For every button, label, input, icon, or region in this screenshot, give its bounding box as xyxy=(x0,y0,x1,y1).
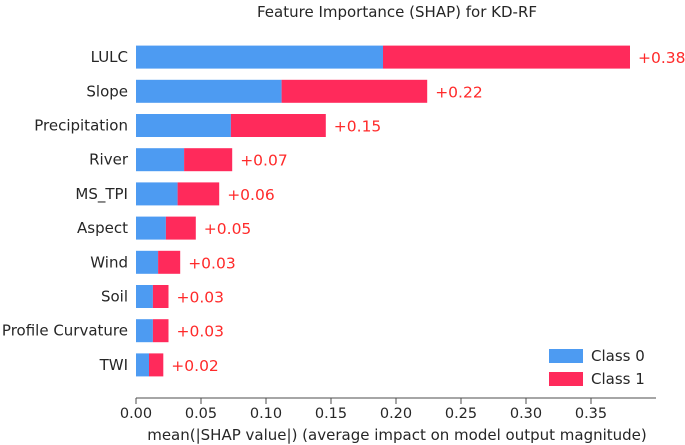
bar-river-class-0 xyxy=(136,148,185,172)
x-tick-label: 0.35 xyxy=(575,406,607,422)
x-tick-label: 0.00 xyxy=(120,406,152,422)
bar-ms-tpi-class-0 xyxy=(136,182,178,206)
data-label: +0.02 xyxy=(171,357,219,375)
bar-wind-class-0 xyxy=(136,250,159,274)
x-tick-label: 0.15 xyxy=(315,406,347,422)
bar-twi-class-1 xyxy=(149,353,164,377)
x-tick-label: 0.10 xyxy=(250,406,282,422)
bar-aspect-class-1 xyxy=(165,216,196,240)
category-labels: LULC Slope Precipitation River MS_TPI Aspect W… xyxy=(2,48,129,374)
bar-river-class-1 xyxy=(184,148,233,172)
data-label: +0.06 xyxy=(227,186,275,204)
legend: Class 0 Class 1 xyxy=(549,347,645,388)
category-label: TWI xyxy=(99,356,128,374)
data-labels: +0.38 +0.22 +0.15 +0.07 +0.06 +0.05 +0.03 +0.03… xyxy=(171,49,685,375)
category-label: Profile Curvature xyxy=(2,322,128,340)
bar-slope-class-0 xyxy=(136,79,282,103)
x-axis-label: mean(|SHAP value|) (average impact on mo… xyxy=(147,426,647,444)
x-tick-label: 0.05 xyxy=(185,406,217,422)
category-label: Soil xyxy=(101,288,128,306)
bar-profile-curvature-class-1 xyxy=(152,319,169,343)
data-label: +0.03 xyxy=(177,289,225,307)
data-label: +0.03 xyxy=(188,254,236,272)
legend-swatch xyxy=(549,349,583,363)
data-label: +0.38 xyxy=(638,49,685,67)
legend-swatch xyxy=(549,372,583,386)
data-label: +0.22 xyxy=(435,83,483,101)
data-label: +0.05 xyxy=(204,220,252,238)
bar-lulc-class-1 xyxy=(383,45,630,69)
chart-title: Feature Importance (SHAP) for KD-RF xyxy=(257,3,537,21)
legend-label: Class 0 xyxy=(591,347,645,365)
bar-wind-class-1 xyxy=(158,250,181,274)
bar-twi-class-0 xyxy=(136,353,149,377)
bar-aspect-class-0 xyxy=(136,216,166,240)
data-label: +0.03 xyxy=(177,323,225,341)
bar-lulc-class-0 xyxy=(136,45,383,69)
category-label: MS_TPI xyxy=(75,185,128,204)
category-label: Slope xyxy=(86,82,128,100)
x-axis-ticks: 0.00 0.05 0.10 0.15 0.20 0.25 0.30 0.35 xyxy=(120,398,607,422)
bar-soil-class-1 xyxy=(152,285,169,308)
bar-slope-class-1 xyxy=(281,79,428,103)
category-label: Precipitation xyxy=(34,117,128,135)
x-tick-label: 0.25 xyxy=(445,406,477,422)
category-label: Aspect xyxy=(77,219,128,237)
category-label: River xyxy=(89,151,129,169)
legend-label: Class 1 xyxy=(591,370,645,388)
data-label: +0.07 xyxy=(240,152,288,170)
x-tick-label: 0.20 xyxy=(380,406,412,422)
bar-precipitation-class-1 xyxy=(230,114,326,137)
bar-precipitation-class-0 xyxy=(136,114,231,137)
bar-ms-tpi-class-1 xyxy=(177,182,220,206)
category-label: LULC xyxy=(91,48,128,66)
category-label: Wind xyxy=(90,253,128,271)
bars-group xyxy=(136,45,630,377)
data-label: +0.15 xyxy=(334,118,382,136)
bar-profile-curvature-class-0 xyxy=(136,319,153,343)
x-tick-label: 0.30 xyxy=(510,406,542,422)
bar-soil-class-0 xyxy=(136,285,153,308)
